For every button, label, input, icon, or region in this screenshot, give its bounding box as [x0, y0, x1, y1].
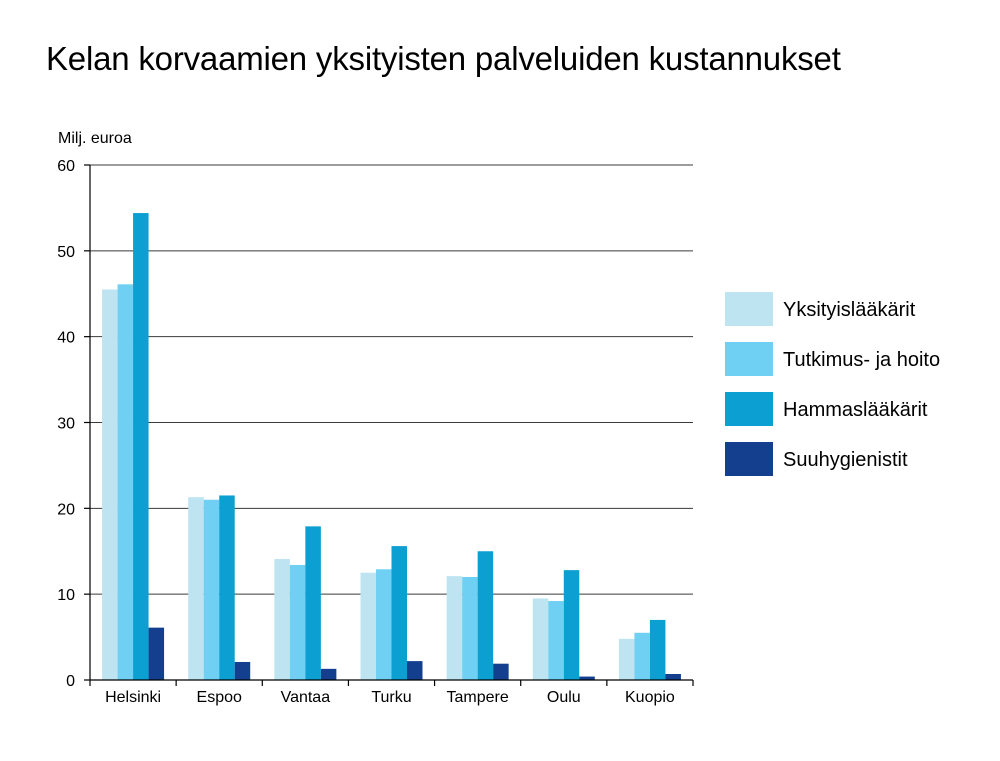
- legend-label-1: Tutkimus- ja hoito: [783, 349, 940, 371]
- bar-helsinki-series-3: [148, 627, 165, 680]
- legend-label-3: Suuhygienistit: [783, 449, 908, 471]
- bar-espoo-series-0: [188, 497, 204, 680]
- y-axis-unit-label: Milj. euroa: [58, 130, 132, 147]
- legend-swatch-2: [725, 392, 773, 426]
- bar-tampere-series-0: [446, 576, 463, 680]
- chart-title: Kelan korvaamien yksityisten palveluiden…: [46, 40, 841, 77]
- axes: [84, 164, 694, 686]
- y-tick-label: 30: [57, 416, 75, 433]
- bar-turku-series-3: [407, 661, 423, 680]
- bar-espoo-series-2: [219, 495, 235, 680]
- bar-helsinki-series-0: [102, 289, 118, 680]
- legend: Yksityislääkärit Tutkimus- ja hoito Hammas…: [725, 292, 940, 476]
- bar-vantaa-series-0: [274, 558, 290, 680]
- x-tick-label: Helsinki: [105, 689, 161, 706]
- y-tick-label: 20: [57, 501, 75, 518]
- bar-espoo-series-3: [234, 661, 251, 680]
- bar-kuopio-series-2: [649, 619, 666, 680]
- bar-tampere-series-3: [493, 663, 509, 680]
- y-tick-label: 50: [57, 244, 75, 261]
- bar-vantaa-series-3: [320, 668, 337, 680]
- bar-kuopio-series-0: [618, 638, 635, 680]
- bar-oulu-series-2: [563, 570, 580, 680]
- tick-labels: 0 10 20 30 40 50 60 Helsinki Espoo Vantaa Turku Tam…: [57, 158, 675, 706]
- y-tick-label: 40: [57, 330, 75, 347]
- x-tick-label: Espoo: [197, 689, 242, 706]
- bar-turku-series-1: [376, 569, 392, 680]
- bar-oulu-series-3: [579, 676, 595, 680]
- x-tick-label: Vantaa: [281, 689, 331, 706]
- x-tick-label: Kuopio: [625, 689, 675, 706]
- bar-espoo-series-1: [203, 499, 220, 680]
- legend-swatch-1: [725, 342, 773, 376]
- bar-tampere-series-2: [477, 551, 494, 680]
- bar-vantaa-series-2: [305, 526, 321, 680]
- bar-turku-series-0: [360, 572, 376, 680]
- x-tick-label: Tampere: [447, 689, 509, 706]
- bar-helsinki-series-1: [117, 284, 134, 680]
- bars: [102, 213, 681, 681]
- grid-lines: [90, 164, 693, 595]
- bar-oulu-series-1: [548, 601, 564, 680]
- bar-helsinki-series-2: [133, 213, 149, 681]
- bar-kuopio-series-1: [634, 632, 650, 680]
- x-tick-label: Oulu: [547, 689, 581, 706]
- legend-swatch-3: [725, 442, 773, 476]
- legend-label-2: Hammaslääkärit: [783, 399, 928, 421]
- bar-turku-series-2: [391, 546, 407, 680]
- legend-label-0: Yksityislääkärit: [783, 299, 916, 321]
- bar-oulu-series-0: [532, 598, 549, 680]
- bar-vantaa-series-1: [289, 564, 306, 680]
- legend-swatch-0: [725, 292, 773, 326]
- bar-tampere-series-1: [462, 577, 478, 680]
- y-tick-label: 0: [66, 673, 75, 690]
- y-tick-label: 10: [57, 587, 75, 604]
- x-tick-label: Turku: [371, 689, 411, 706]
- y-tick-label: 60: [57, 158, 75, 175]
- bar-kuopio-series-3: [665, 673, 681, 680]
